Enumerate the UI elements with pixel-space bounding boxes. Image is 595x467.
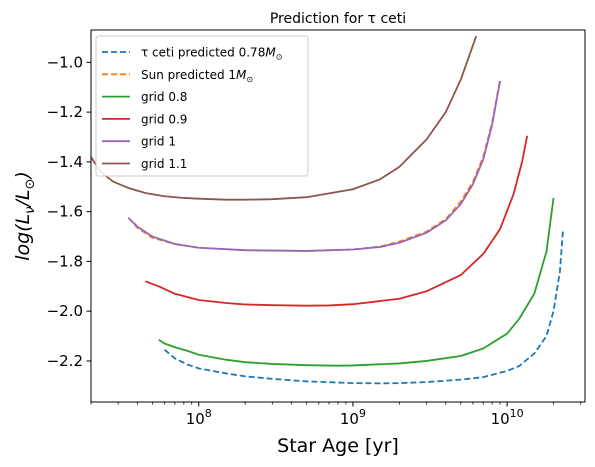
y-axis-label: log(Lν/L⊙): [12, 171, 38, 261]
legend-label-3: grid 0.8: [141, 90, 187, 104]
y-axis: −1.0 −1.2 −1.4 −1.6 −1.8 −2.0 −2.2: [47, 53, 91, 370]
legend-label-4: grid 0.9: [141, 112, 187, 126]
x-tick-label: 109: [340, 407, 366, 428]
legend-label-5: grid 1: [141, 135, 176, 149]
legend-label-1: τ ceti predicted 0.78M⊙: [141, 46, 282, 62]
series-layer: [91, 35, 564, 385]
x-tick-label: 108: [186, 407, 212, 428]
y-tick-label: −2.2: [47, 352, 83, 370]
y-tick-label: −1.0: [47, 53, 83, 71]
x-tick-label: 1010: [491, 407, 524, 428]
legend: τ ceti predicted 0.78M⊙ Sun predicted 1M⊙…: [95, 35, 309, 177]
x-axis: 108 109 1010: [90, 402, 582, 428]
y-tick-label: −1.4: [47, 153, 83, 171]
y-tick-label: −1.6: [47, 203, 83, 221]
series-line-3: [158, 197, 555, 367]
legend-label-2: Sun predicted 1M⊙: [141, 68, 253, 84]
x-axis-label: Star Age [yr]: [277, 435, 399, 457]
series-line-5: [127, 80, 501, 252]
legend-box: [95, 35, 309, 177]
chart-title: Prediction for τ ceti: [270, 11, 406, 27]
y-tick-label: −1.2: [47, 103, 83, 121]
y-tick-label: −2.0: [47, 302, 83, 320]
series-line-4: [144, 135, 529, 307]
series-line-1: [163, 231, 564, 385]
series-line-6: [91, 35, 478, 201]
y-tick-label: −1.8: [47, 252, 83, 270]
legend-label-6: grid 1.1: [141, 157, 187, 171]
